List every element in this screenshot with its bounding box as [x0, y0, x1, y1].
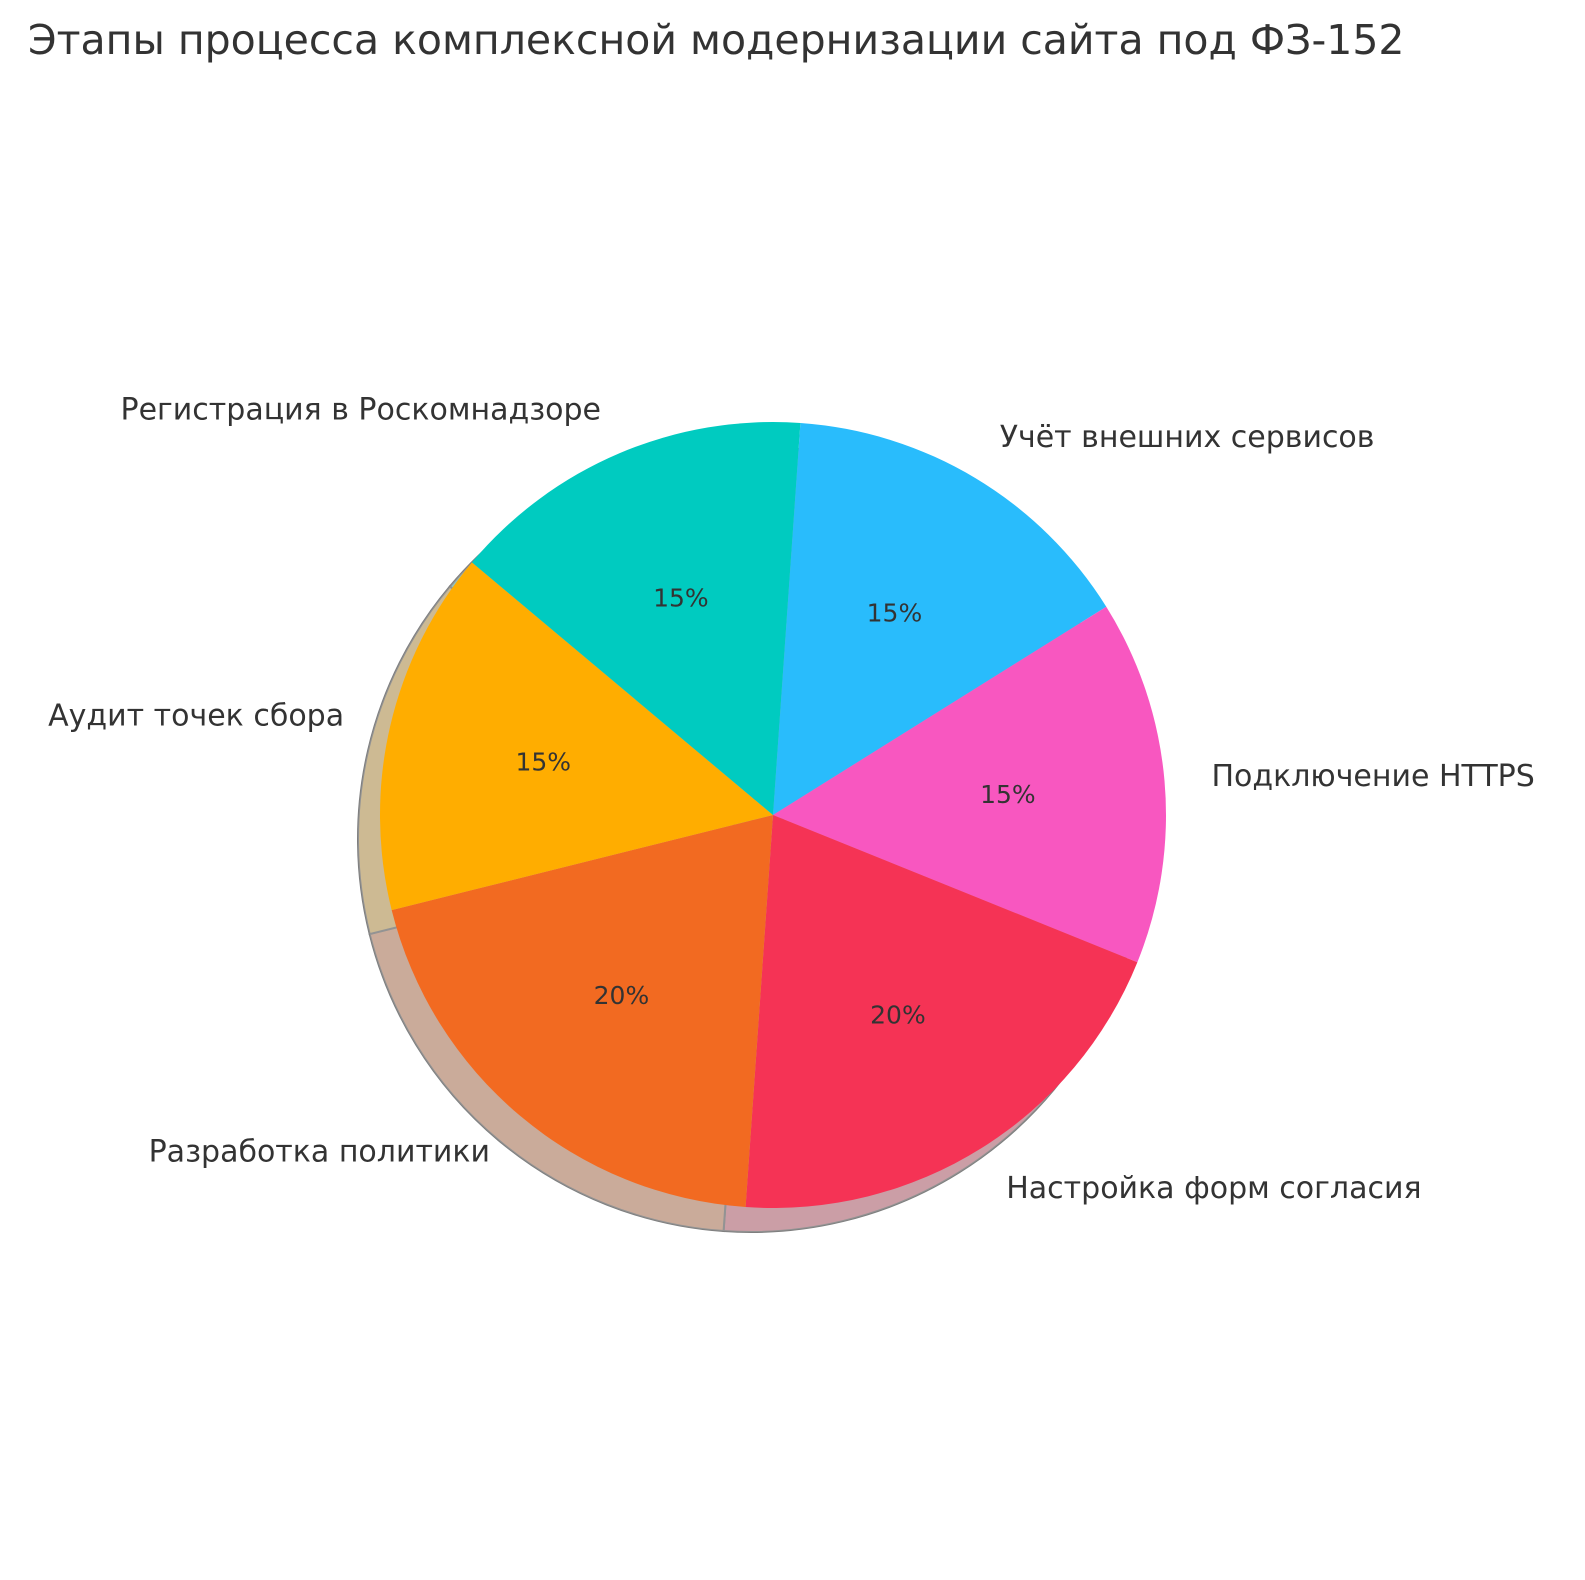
slice-6-label: Регистрация в Роскомнадзоре [121, 392, 602, 427]
chart-title: Этапы процесса комплексной модернизации … [28, 16, 1405, 64]
slice-3-wedge [745, 815, 1138, 1209]
slice-5-label: Аудит точек сбора [48, 698, 344, 733]
slice-4-wedge [391, 815, 773, 1208]
slice-3-label: Настройка форм согласия [1006, 1171, 1421, 1206]
slice-2-wedge [773, 606, 1166, 963]
slice-2-label: Подключение HTTPS [1211, 759, 1534, 794]
slice-3-percent: 20% [870, 1000, 926, 1029]
slice-6-percent: 15% [653, 583, 709, 612]
slice-6-wedge [471, 422, 801, 815]
slice-2-percent: 15% [980, 780, 1036, 809]
slice-4-percent: 20% [594, 981, 650, 1010]
slice-1-label: Учёт внешних сервисов [1000, 420, 1375, 455]
slice-5-percent: 15% [515, 747, 571, 776]
slice-1-percent: 15% [867, 598, 923, 627]
pie-labels: Учёт внешних сервисов 15% Подключение HTTP… [48, 392, 1535, 1205]
slice-1-wedge [773, 422, 1107, 815]
slice-4-label: Разработка политики [149, 1135, 490, 1170]
pie-slices [379, 422, 1166, 1209]
slice-5-wedge [379, 562, 773, 911]
